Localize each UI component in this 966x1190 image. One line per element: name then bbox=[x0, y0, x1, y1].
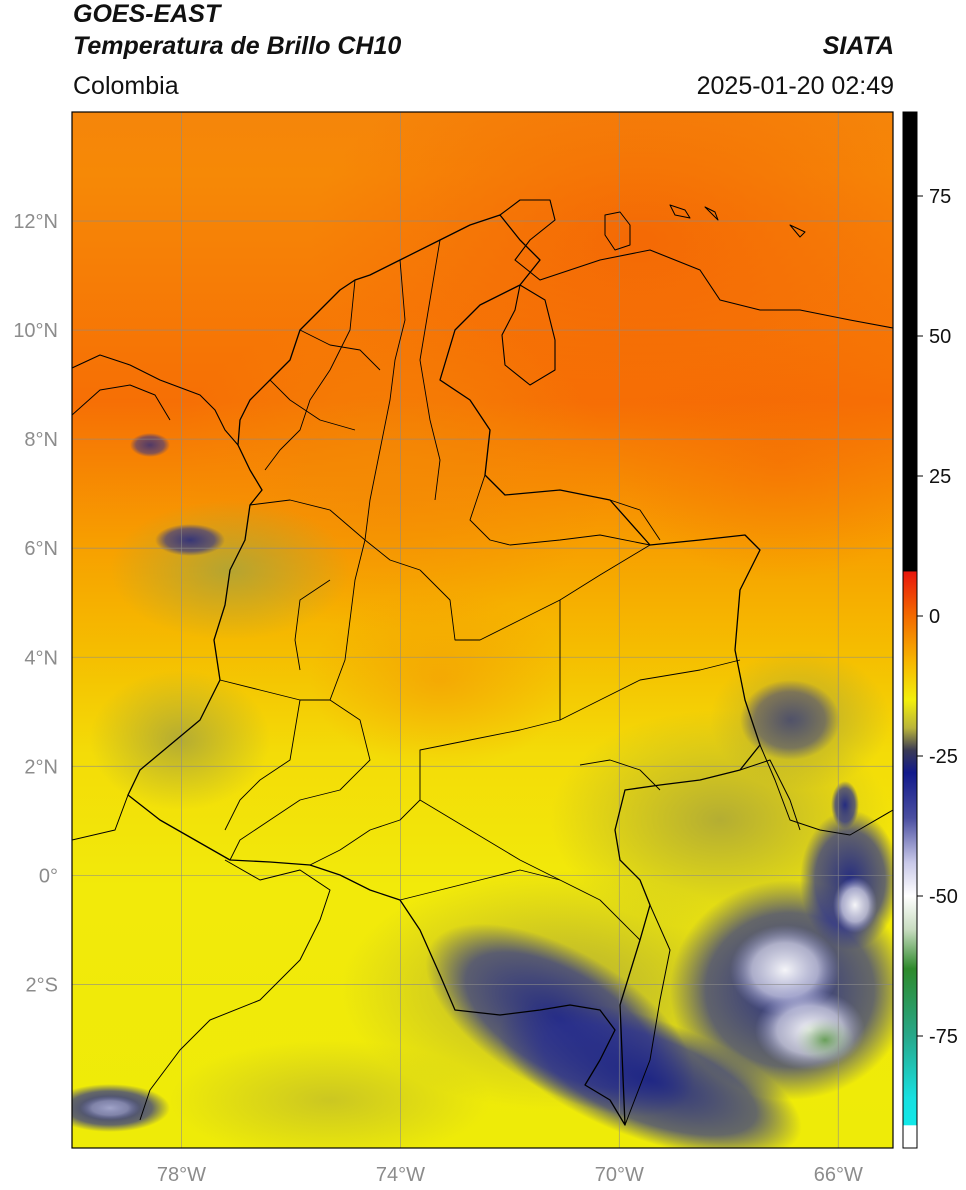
ecuador-peru-border bbox=[72, 794, 331, 1121]
aruba-curacao bbox=[604, 204, 806, 251]
lat-tick-label: 0° bbox=[39, 865, 58, 887]
colorbar-tick-label: 75 bbox=[929, 186, 951, 208]
map-title-satellite: GOES-EAST bbox=[73, 0, 221, 28]
venezuela-coast bbox=[499, 199, 893, 329]
central-america-coast bbox=[72, 384, 171, 421]
colorbar-ticks: 75 50 25 0 -25 -50 -75 bbox=[917, 186, 958, 1048]
lat-tick-label: 2°S bbox=[26, 974, 58, 996]
colorbar-tick-label: -75 bbox=[929, 1026, 958, 1048]
political-borders bbox=[72, 199, 893, 1126]
brazil-border bbox=[624, 744, 893, 1126]
venezuela-south-border bbox=[739, 759, 801, 831]
lon-tick-label: 74°W bbox=[376, 1164, 425, 1186]
colorbar-tick-label: 25 bbox=[929, 466, 951, 488]
lat-tick-label: 10°N bbox=[13, 320, 58, 342]
lat-tick-label: 6°N bbox=[24, 538, 58, 560]
colorbar-scale bbox=[902, 111, 918, 1149]
colorbar-tick-label: -25 bbox=[929, 746, 958, 768]
maracaibo-lake bbox=[501, 284, 556, 386]
lon-tick-label: 70°W bbox=[595, 1164, 644, 1186]
satellite-imagery bbox=[72, 112, 893, 1148]
latitude-axis: 12°N 10°N 8°N 6°N 4°N 2°N 0° 2°S bbox=[13, 211, 58, 996]
department-borders bbox=[219, 239, 741, 941]
panama-coast bbox=[72, 354, 239, 446]
map-frame bbox=[71, 111, 894, 1149]
lon-tick-label: 66°W bbox=[814, 1164, 863, 1186]
organization-label: SIATA bbox=[822, 32, 894, 60]
colorbar-tick-label: 0 bbox=[929, 606, 940, 628]
timestamp-label: 2025-01-20 02:49 bbox=[696, 72, 894, 100]
lat-tick-label: 12°N bbox=[13, 211, 58, 233]
colorbar-tick-label: -50 bbox=[929, 886, 958, 908]
colorbar bbox=[902, 111, 918, 1149]
lat-tick-label: 8°N bbox=[24, 429, 58, 451]
region-label: Colombia bbox=[73, 72, 179, 100]
colorbar-tick-label: 50 bbox=[929, 326, 951, 348]
longitude-axis: 78°W 74°W 70°W 66°W bbox=[157, 1164, 863, 1186]
lat-tick-label: 2°N bbox=[24, 756, 58, 778]
map-title-product: Temperatura de Brillo CH10 bbox=[73, 32, 402, 60]
lon-tick-label: 78°W bbox=[157, 1164, 206, 1186]
lat-tick-label: 4°N bbox=[24, 647, 58, 669]
colombia-border bbox=[127, 214, 761, 1126]
